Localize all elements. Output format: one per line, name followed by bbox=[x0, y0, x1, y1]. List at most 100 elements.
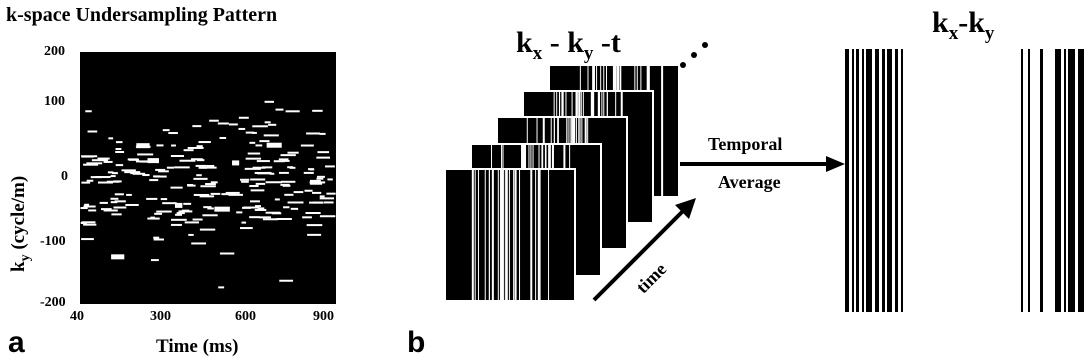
kx-ky-t-frames bbox=[444, 64, 680, 302]
sampled-line bbox=[170, 218, 187, 221]
sampled-line bbox=[191, 242, 207, 245]
sampled-line bbox=[249, 216, 260, 219]
sampled-line bbox=[209, 119, 219, 122]
sampled-line bbox=[317, 151, 330, 154]
sampled-line bbox=[193, 193, 210, 196]
sampled-line bbox=[200, 185, 216, 188]
sampled-line bbox=[302, 216, 312, 219]
sampled-line bbox=[80, 221, 87, 224]
temporal-average-arrow bbox=[680, 156, 845, 172]
sampled-line bbox=[195, 164, 207, 167]
time-frame bbox=[444, 168, 576, 302]
sampled-line bbox=[287, 151, 299, 154]
sampled-line bbox=[325, 165, 335, 168]
sampled-line bbox=[107, 171, 114, 174]
frame-line bbox=[661, 66, 664, 196]
ellipsis-dot bbox=[702, 42, 708, 48]
sampled-line bbox=[206, 164, 215, 167]
sampled-line bbox=[293, 191, 304, 194]
sampled-line bbox=[310, 182, 323, 185]
result-title: kx-ky bbox=[932, 6, 995, 44]
sampled-line bbox=[103, 209, 118, 212]
ellipsis-dot bbox=[680, 62, 686, 68]
sampled-line bbox=[192, 125, 202, 128]
sampled-line bbox=[300, 144, 314, 147]
sampled-line bbox=[273, 160, 285, 163]
frame-line bbox=[504, 170, 506, 300]
sampled-line bbox=[101, 208, 112, 211]
sampled-line bbox=[287, 201, 304, 204]
averaged-line bbox=[1055, 49, 1061, 312]
sampled-line bbox=[127, 158, 139, 161]
sampled-line bbox=[280, 154, 296, 157]
sampled-line bbox=[146, 197, 158, 200]
plot-area bbox=[80, 52, 336, 304]
frame-line bbox=[548, 170, 550, 300]
sampled-line bbox=[266, 142, 282, 148]
sampled-line bbox=[259, 216, 271, 219]
sampled-line bbox=[183, 202, 192, 205]
averaged-line bbox=[1021, 49, 1023, 312]
sampled-line bbox=[274, 198, 280, 201]
sampled-line bbox=[110, 201, 118, 204]
sampled-line bbox=[280, 183, 290, 186]
sampled-line bbox=[263, 134, 279, 137]
frame-fill bbox=[446, 170, 574, 300]
sampled-line bbox=[307, 233, 322, 236]
sampled-line bbox=[83, 223, 97, 226]
sampled-line bbox=[98, 181, 114, 184]
sampled-line bbox=[110, 197, 119, 200]
sampled-line bbox=[275, 108, 284, 111]
sampled-line bbox=[156, 210, 172, 213]
x-tick-40: 40 bbox=[70, 309, 84, 324]
sampled-line bbox=[239, 178, 250, 181]
averaged-line bbox=[887, 49, 892, 312]
sampled-line bbox=[174, 202, 183, 208]
sampled-line bbox=[241, 221, 247, 224]
sampled-line bbox=[153, 236, 160, 239]
sampled-line bbox=[106, 180, 120, 183]
sampled-line bbox=[108, 137, 114, 140]
sampled-line bbox=[176, 212, 185, 215]
sampled-line bbox=[187, 146, 204, 149]
y-tick-200: 200 bbox=[44, 44, 65, 59]
x-tick-900: 900 bbox=[313, 309, 334, 324]
averaged-line bbox=[882, 49, 885, 312]
frame-line bbox=[477, 170, 479, 300]
sampled-line bbox=[154, 175, 167, 178]
sampled-line bbox=[202, 214, 218, 217]
sampled-line bbox=[153, 238, 164, 241]
ellipsis-dot bbox=[691, 52, 697, 58]
sampled-line bbox=[323, 201, 334, 204]
x-tick-300: 300 bbox=[150, 309, 171, 324]
sampled-line bbox=[257, 207, 265, 210]
sampled-line bbox=[84, 203, 90, 206]
sampled-line bbox=[210, 181, 218, 184]
sampled-line bbox=[192, 218, 203, 221]
sampled-line bbox=[259, 140, 270, 143]
sampled-line bbox=[217, 122, 229, 125]
sampled-line bbox=[170, 155, 184, 158]
sampled-line bbox=[319, 215, 336, 218]
sampled-line bbox=[309, 201, 324, 204]
y-tick-minus100: -100 bbox=[40, 234, 66, 249]
sampled-line bbox=[113, 206, 127, 209]
sampled-line bbox=[115, 164, 124, 167]
sampled-line bbox=[221, 193, 236, 196]
sampled-line bbox=[114, 200, 126, 203]
sampled-line bbox=[305, 212, 321, 215]
sampled-line bbox=[166, 166, 175, 169]
sampled-line bbox=[228, 123, 238, 126]
sampled-line bbox=[254, 208, 267, 211]
sampled-line bbox=[245, 131, 254, 134]
sampled-line bbox=[214, 206, 230, 212]
sampled-line bbox=[175, 213, 183, 216]
sampled-line bbox=[103, 160, 113, 163]
sampled-line bbox=[312, 109, 323, 112]
frame-line bbox=[513, 170, 515, 300]
sampled-line bbox=[219, 136, 227, 139]
sampled-line bbox=[249, 200, 260, 203]
averaged-line bbox=[1064, 49, 1066, 312]
sampled-line bbox=[80, 207, 88, 210]
